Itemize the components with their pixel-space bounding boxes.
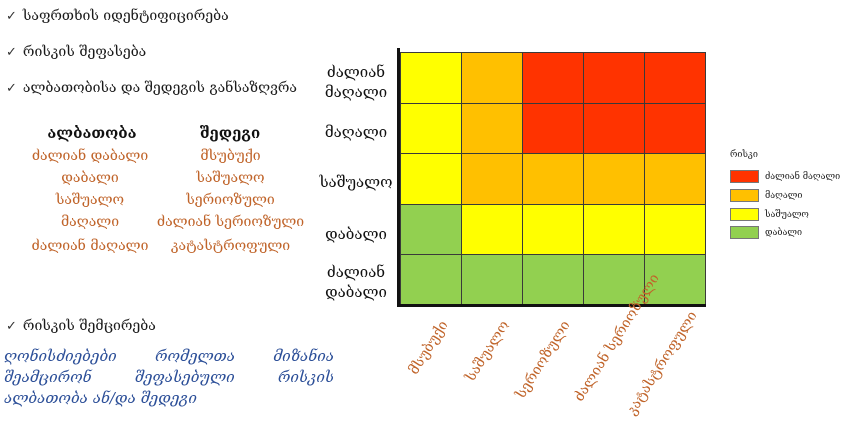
legend-medium: საშუალო	[730, 208, 809, 221]
legend-very-high: ძალიან მაღალი	[730, 170, 840, 183]
bullet-risk-reduction: ✓ რისკის შემცირება	[6, 318, 156, 334]
matrix-cell-very-high	[522, 52, 584, 104]
row-label-very-low: ძალიან დაბალი	[310, 262, 402, 302]
matrix-cell-low	[400, 203, 462, 256]
consequence-heading: შედეგი	[199, 124, 261, 142]
matrix-cell-high	[644, 153, 706, 205]
probability-item: მაღალი	[60, 214, 120, 230]
consequence-item: საშუალო	[196, 170, 265, 186]
row-label-very-high: ძალიან მაღალი	[310, 62, 402, 102]
matrix-cell-very-high	[583, 102, 645, 155]
legend-low: დაბალი	[730, 226, 802, 239]
probability-item: საშუალო	[55, 192, 125, 208]
row-label-low: დაბალი	[310, 224, 402, 244]
matrix-cell-high	[461, 52, 523, 104]
matrix-cell-medium	[644, 203, 706, 256]
row-label-line: მაღალი	[324, 123, 388, 141]
matrix-cell-very-high	[583, 52, 645, 104]
row-label-line: საშუალო	[319, 173, 393, 191]
col-label-moderate: საშუალო	[462, 318, 513, 385]
row-label-line: ძალიან	[326, 263, 386, 281]
probability-heading: ალბათობა	[47, 124, 137, 142]
checkmark-icon: ✓	[6, 44, 17, 60]
checkmark-icon: ✓	[6, 80, 17, 96]
checkmark-icon: ✓	[6, 318, 17, 334]
row-label-line: მაღალი	[324, 83, 388, 101]
legend-label: ძალიან მაღალი	[765, 171, 841, 182]
probability-item: ძალიან დაბალი	[31, 148, 149, 164]
matrix-cell-low	[522, 254, 584, 306]
matrix-cell-high	[583, 153, 645, 205]
bullet-text: საფრთხის იდენტიფიცირება	[22, 8, 229, 24]
col-label-catastrophic: კატასტროფული	[623, 308, 701, 419]
risk-matrix	[400, 52, 706, 306]
matrix-cell-high	[461, 102, 523, 155]
legend-high: მაღალი	[730, 189, 802, 202]
matrix-cell-low	[461, 254, 523, 306]
legend-label: მაღალი	[765, 190, 803, 201]
matrix-cell-medium	[461, 203, 523, 256]
legend-title: რისკი	[730, 150, 758, 160]
legend-swatch	[730, 189, 759, 202]
matrix-cell-high	[461, 153, 523, 205]
legend-swatch	[730, 226, 759, 239]
matrix-cell-very-high	[644, 52, 706, 104]
matrix-x-axis	[397, 304, 706, 307]
matrix-cell-high	[522, 153, 584, 205]
matrix-cell-medium	[522, 203, 584, 256]
legend-label: დაბალი	[765, 227, 803, 238]
col-label-minor: მსუბუქი	[406, 318, 452, 378]
row-label-high: მაღალი	[310, 122, 402, 142]
col-label-very-serious: ძალიან სერიოზული	[571, 271, 663, 405]
matrix-cell-low	[400, 254, 462, 306]
risk-reduction-note: ღონისძიებები რომელთა მიზანია შეამცირონ შ…	[4, 347, 334, 407]
row-label-line: დაბალი	[325, 283, 387, 301]
bullet-text: რისკის შემცირება	[22, 318, 156, 334]
bullet-hazard-identification: ✓ საფრთხის იდენტიფიცირება	[6, 8, 229, 24]
bullet-text: რისკის შეფასება	[22, 44, 147, 60]
bullet-text: ალბათობისა და შედეგის განსაზღვრა	[22, 80, 297, 96]
bullet-risk-assessment: ✓ რისკის შეფასება	[6, 44, 146, 60]
matrix-cell-very-high	[522, 102, 584, 155]
consequence-item: კატასტროფული	[170, 238, 291, 254]
bullet-probability-consequence: ✓ ალბათობისა და შედეგის განსაზღვრა	[6, 80, 297, 96]
matrix-cell-medium	[400, 153, 462, 205]
matrix-cell-medium	[400, 52, 462, 104]
row-label-line: დაბალი	[325, 225, 387, 243]
matrix-cell-medium	[583, 203, 645, 256]
matrix-y-axis	[397, 48, 400, 306]
probability-item: დაბალი	[61, 170, 119, 186]
matrix-cell-medium	[400, 102, 462, 155]
legend-label: საშუალო	[765, 209, 809, 220]
matrix-cell-low	[583, 254, 645, 306]
legend-swatch	[730, 208, 759, 221]
consequence-item: სერიოზული	[186, 192, 275, 208]
row-label-medium: საშუალო	[310, 172, 402, 192]
checkmark-icon: ✓	[6, 8, 17, 24]
col-label-serious: სერიოზული	[513, 318, 574, 402]
matrix-cell-low	[644, 254, 706, 306]
legend-swatch	[730, 170, 759, 183]
matrix-cell-very-high	[644, 102, 706, 155]
probability-item: ძალიან მაღალი	[31, 238, 149, 254]
consequence-item: ძალიან სერიოზული	[156, 214, 305, 230]
consequence-item: მსუბუქი	[200, 148, 261, 164]
row-label-line: ძალიან	[326, 63, 386, 81]
